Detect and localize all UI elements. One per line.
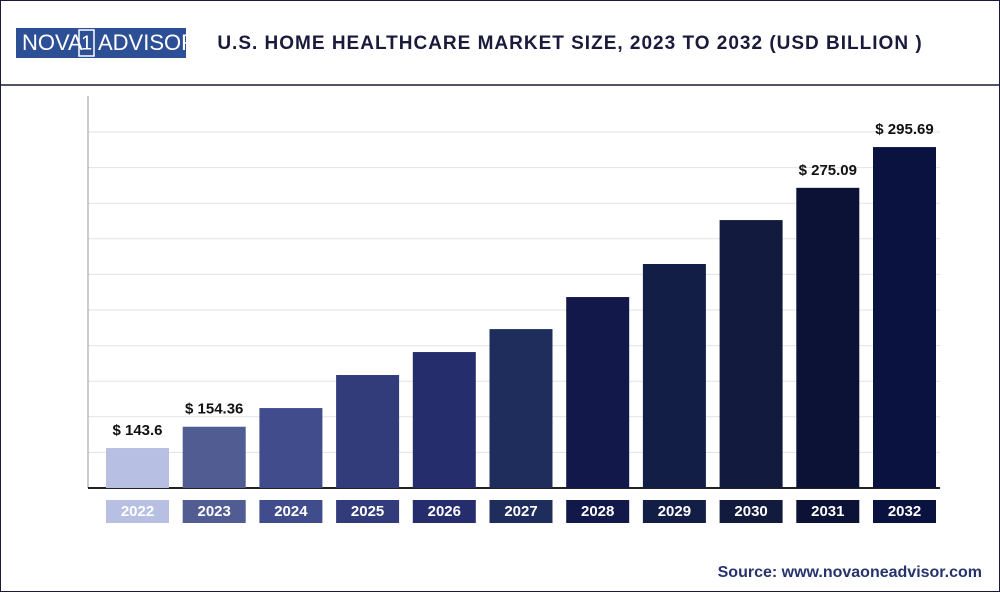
value-label: $ 154.36 (185, 401, 243, 418)
bar (259, 408, 323, 488)
bar (489, 329, 553, 488)
value-label: $ 275.09 (799, 162, 857, 179)
x-tick-label: 2025 (351, 503, 384, 520)
x-tick-label: 2023 (198, 503, 231, 520)
x-tick-box (259, 500, 323, 523)
x-tick-box (796, 500, 860, 523)
bar (182, 426, 246, 488)
x-tick-label: 2026 (428, 503, 461, 520)
x-tick-box (642, 500, 706, 523)
x-tick-label: 2027 (504, 503, 537, 520)
x-tick-box (336, 500, 400, 523)
logo-digit: 1 (81, 32, 92, 54)
x-tick-label: 2022 (121, 503, 154, 520)
x-tick-label: 2028 (581, 503, 614, 520)
source: Source: www.novaoneadvisor.com (718, 564, 982, 581)
bar (336, 375, 400, 488)
x-tick-label: 2029 (658, 503, 691, 520)
value-label: $ 295.69 (875, 121, 933, 138)
bar (412, 352, 476, 488)
x-tick-box (873, 500, 936, 523)
x-tick-box (412, 500, 476, 523)
x-tick-label: 2024 (274, 503, 308, 520)
x-tick-label: 2032 (888, 503, 921, 520)
value-label: $ 143.6 (112, 422, 162, 439)
x-tick-box (566, 500, 630, 523)
bar (642, 264, 706, 488)
bar (796, 187, 860, 488)
bar (873, 147, 936, 488)
x-tick-box (719, 500, 783, 523)
bar (719, 220, 783, 488)
chart-title: U.S. HOME HEALTHCARE MARKET SIZE, 2023 T… (217, 33, 922, 54)
logo-text: NOVA (22, 30, 83, 55)
logo-digit-box (78, 29, 95, 57)
x-tick-box (106, 500, 169, 523)
logo-box (16, 28, 186, 58)
bar (566, 297, 630, 488)
x-tick-box (182, 500, 246, 523)
x-tick-label: 2030 (734, 503, 767, 520)
logo-text: ADVISOR (98, 30, 197, 55)
x-tick-box (489, 500, 553, 523)
x-tick-label: 2031 (811, 503, 844, 520)
bar (106, 448, 169, 488)
